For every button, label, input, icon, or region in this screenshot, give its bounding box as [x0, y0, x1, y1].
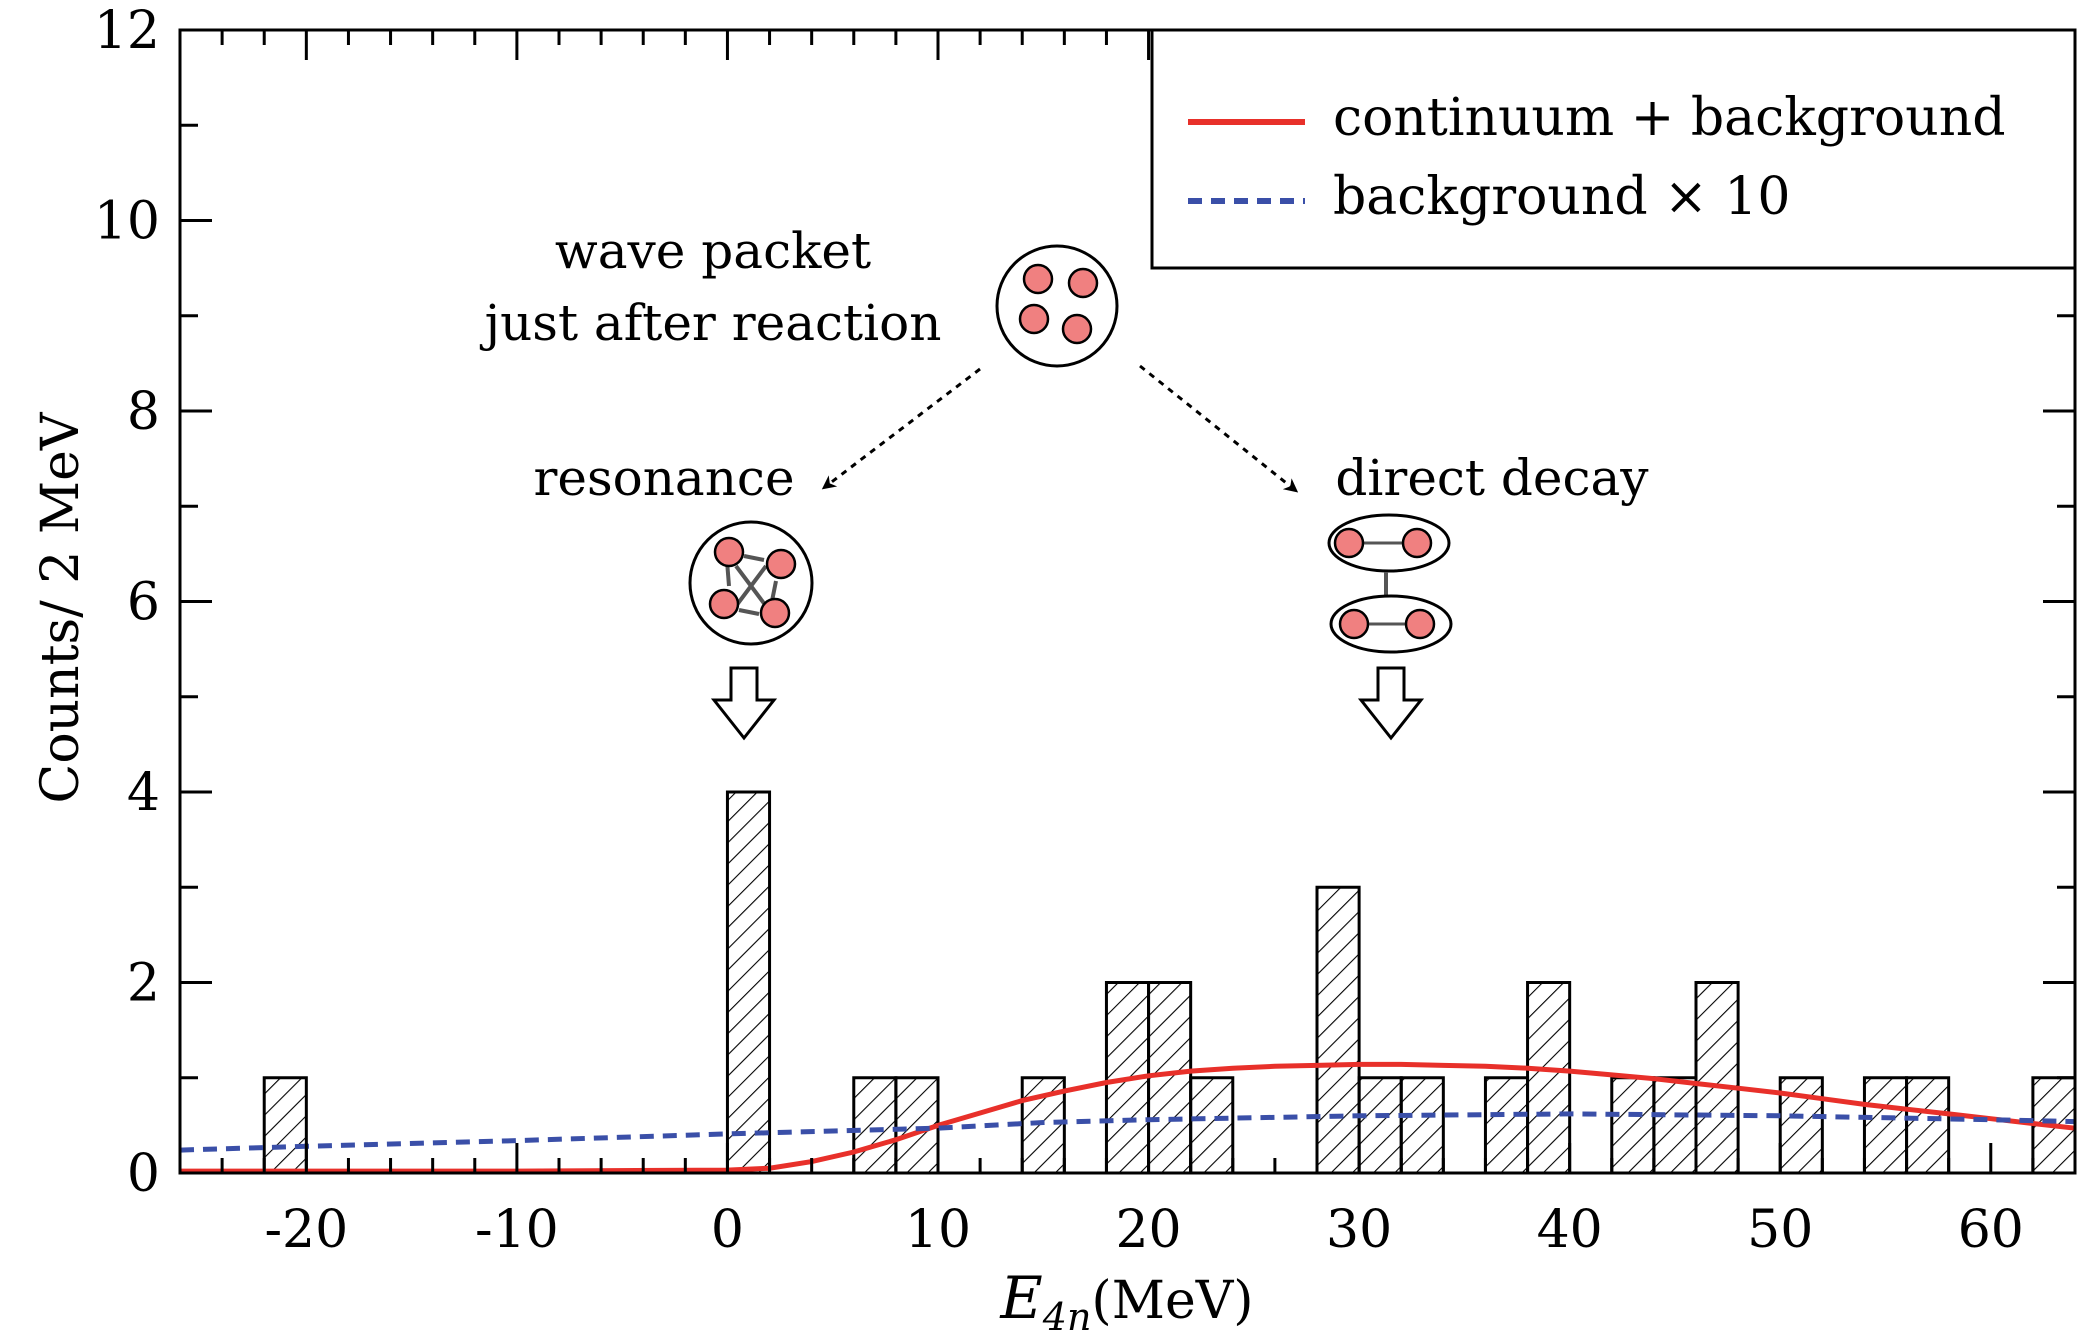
y-tick-label: 10	[94, 192, 160, 252]
annotation-direct-decay: direct decay	[1327, 449, 1649, 741]
wave-packet-label-line2: just after reaction	[480, 294, 942, 352]
histogram-bar	[1399, 1076, 1445, 1175]
x-axis-symbol: E	[999, 1264, 1042, 1332]
nucleon-icon	[708, 588, 740, 620]
x-tick-label: 40	[1537, 1200, 1603, 1260]
wave-packet-nucleus-icon	[995, 244, 1119, 368]
histogram-bar	[725, 790, 772, 1175]
x-tick-label: -20	[264, 1200, 348, 1260]
x-axis-subscript: 4n	[1042, 1295, 1092, 1339]
y-tick-label: 12	[94, 1, 160, 61]
tick-labels: -20 -10 0 10 20 30 40 50 60 0 2 4 6 8 10 12	[94, 1, 2024, 1260]
nucleon-icon	[1061, 313, 1093, 345]
histogram-bar	[1862, 1076, 1909, 1175]
dotted-arrow-to-resonance	[821, 367, 981, 490]
histogram-bar	[1357, 1076, 1403, 1175]
legend-label-background: background × 10	[1333, 167, 1790, 227]
histogram-bar	[1147, 981, 1193, 1175]
histogram-bar	[1315, 885, 1361, 1175]
legend: continuum + background background × 10	[1150, 28, 2077, 270]
histogram-bar	[1526, 981, 1572, 1175]
y-axis-label: Counts/ 2 MeV	[31, 411, 91, 803]
x-tick-label: 20	[1115, 1200, 1181, 1260]
nucleon-icon	[713, 536, 745, 568]
background-curve	[179, 1111, 2076, 1153]
nucleon-icon	[1401, 527, 1433, 559]
y-tick-label: 6	[127, 573, 160, 633]
nucleon-icon	[765, 548, 797, 580]
histogram-bar	[1905, 1076, 1951, 1175]
y-tick-label: 4	[127, 763, 160, 823]
y-tick-label: 2	[127, 954, 160, 1014]
fit-curves	[179, 1061, 2076, 1174]
x-tick-label: 10	[905, 1200, 971, 1260]
resonance-correlation-arrows	[725, 554, 778, 616]
nucleon-icon	[1404, 608, 1436, 640]
x-tick-label: -10	[475, 1200, 559, 1260]
x-tick-label: 60	[1958, 1200, 2024, 1260]
y-tick-label: 0	[127, 1144, 160, 1204]
histogram-bar	[1189, 1076, 1235, 1175]
annotation-wave-packet: wave packet just after reaction	[480, 222, 1299, 493]
legend-box	[1150, 28, 2077, 270]
legend-label-continuum: continuum + background	[1333, 88, 2006, 148]
dotted-arrow-to-direct-decay	[1139, 364, 1299, 493]
x-tick-label: 30	[1326, 1200, 1392, 1260]
nucleon-icon	[1338, 608, 1370, 640]
x-tick-label: 0	[711, 1200, 744, 1260]
continuum-curve	[180, 1061, 2076, 1174]
x-tick-label: 50	[1747, 1200, 1813, 1260]
nucleon-icon	[1022, 263, 1054, 295]
histogram-bar	[1652, 1076, 1698, 1175]
histogram-bar	[262, 1076, 308, 1175]
hollow-down-arrow-icon	[1357, 666, 1425, 741]
nucleon-icon	[759, 597, 791, 629]
y-tick-label: 8	[127, 382, 160, 442]
nucleon-icon	[1018, 303, 1050, 335]
x-axis-unit: (MeV)	[1091, 1271, 1253, 1331]
wave-packet-label-line1: wave packet	[555, 222, 871, 280]
annotation-resonance: resonance	[533, 449, 814, 741]
histogram-bar	[852, 1076, 898, 1175]
histogram-bar	[1694, 981, 1740, 1175]
x-axis-label: E4n(MeV)	[999, 1264, 1253, 1339]
histogram-bar	[1610, 1076, 1656, 1175]
nucleon-icon	[1067, 267, 1099, 299]
hollow-down-arrow-icon	[710, 666, 778, 741]
histogram-bar	[1483, 1076, 1530, 1175]
nucleon-icon	[1333, 527, 1365, 559]
resonance-label: resonance	[533, 449, 794, 507]
direct-decay-label: direct decay	[1335, 449, 1649, 507]
plot-frame	[178, 28, 2077, 1175]
